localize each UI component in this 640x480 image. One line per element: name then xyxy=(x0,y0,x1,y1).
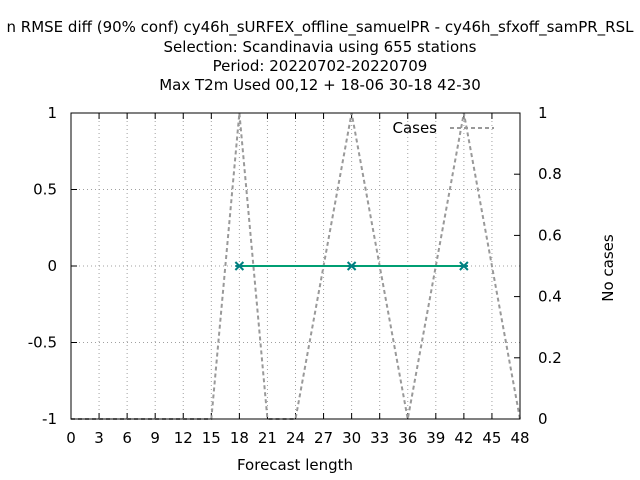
x-tick-label: 45 xyxy=(482,429,501,447)
x-tick-label: 24 xyxy=(286,429,305,447)
chart-title: n RMSE diff (90% conf) cy46h_sURFEX_offl… xyxy=(7,18,635,94)
y-tick-label: 0.5 xyxy=(33,181,57,199)
series-layer xyxy=(71,112,521,420)
y-tick-label: 0 xyxy=(47,257,57,275)
y2-tick-label: 0.4 xyxy=(538,288,562,306)
data-point-marker xyxy=(459,261,469,271)
y-axis-ticks: 1 0.5 0 -0.5 -1 xyxy=(28,104,77,428)
x-axis-label: Forecast length xyxy=(237,456,353,474)
y2-tick-label: 0 xyxy=(538,410,548,428)
title-line-2: Selection: Scandinavia using 655 station… xyxy=(164,38,477,56)
y2-tick-label: 0.8 xyxy=(538,165,562,183)
x-tick-label: 48 xyxy=(510,429,529,447)
x-tick-label: 36 xyxy=(398,429,417,447)
legend: Cases xyxy=(392,119,494,137)
title-line-3: Period: 20220702-20220709 xyxy=(213,57,428,75)
series-cases-line xyxy=(71,112,521,420)
x-axis-ticks: 0 3 6 9 12 15 18 21 24 27 30 33 36 39 42 45 48 xyxy=(66,113,530,447)
x-tick-label: 12 xyxy=(174,429,193,447)
x-tick-label: 3 xyxy=(94,429,104,447)
x-tick-label: 30 xyxy=(342,429,361,447)
x-tick-label: 33 xyxy=(370,429,389,447)
x-tick-label: 27 xyxy=(314,429,333,447)
x-tick-label: 21 xyxy=(258,429,277,447)
legend-label-cases: Cases xyxy=(392,119,437,137)
y-tick-label: -1 xyxy=(42,410,57,428)
y-tick-label: -0.5 xyxy=(28,334,57,352)
x-tick-label: 42 xyxy=(454,429,473,447)
plot-frame xyxy=(70,112,521,420)
y2-tick-label: 0.6 xyxy=(538,226,562,244)
y2-tick-label: 0.2 xyxy=(538,349,562,367)
y2-axis-label: No cases xyxy=(599,234,617,302)
x-tick-label: 6 xyxy=(122,429,132,447)
x-tick-label: 15 xyxy=(202,429,221,447)
x-tick-label: 18 xyxy=(230,429,249,447)
x-tick-label: 9 xyxy=(150,429,160,447)
title-line-4: Max T2m Used 00,12 + 18-06 30-18 42-30 xyxy=(159,76,481,94)
title-line-1: n RMSE diff (90% conf) cy46h_sURFEX_offl… xyxy=(7,18,635,37)
y2-axis-ticks: 1 0.8 0.6 0.4 0.2 0 xyxy=(514,104,562,428)
x-tick-label: 39 xyxy=(426,429,445,447)
data-point-marker xyxy=(346,261,357,271)
y-tick-label: 1 xyxy=(47,104,57,122)
data-point-marker xyxy=(234,261,245,271)
x-tick-label: 0 xyxy=(66,429,76,447)
y2-tick-label: 1 xyxy=(538,104,548,122)
